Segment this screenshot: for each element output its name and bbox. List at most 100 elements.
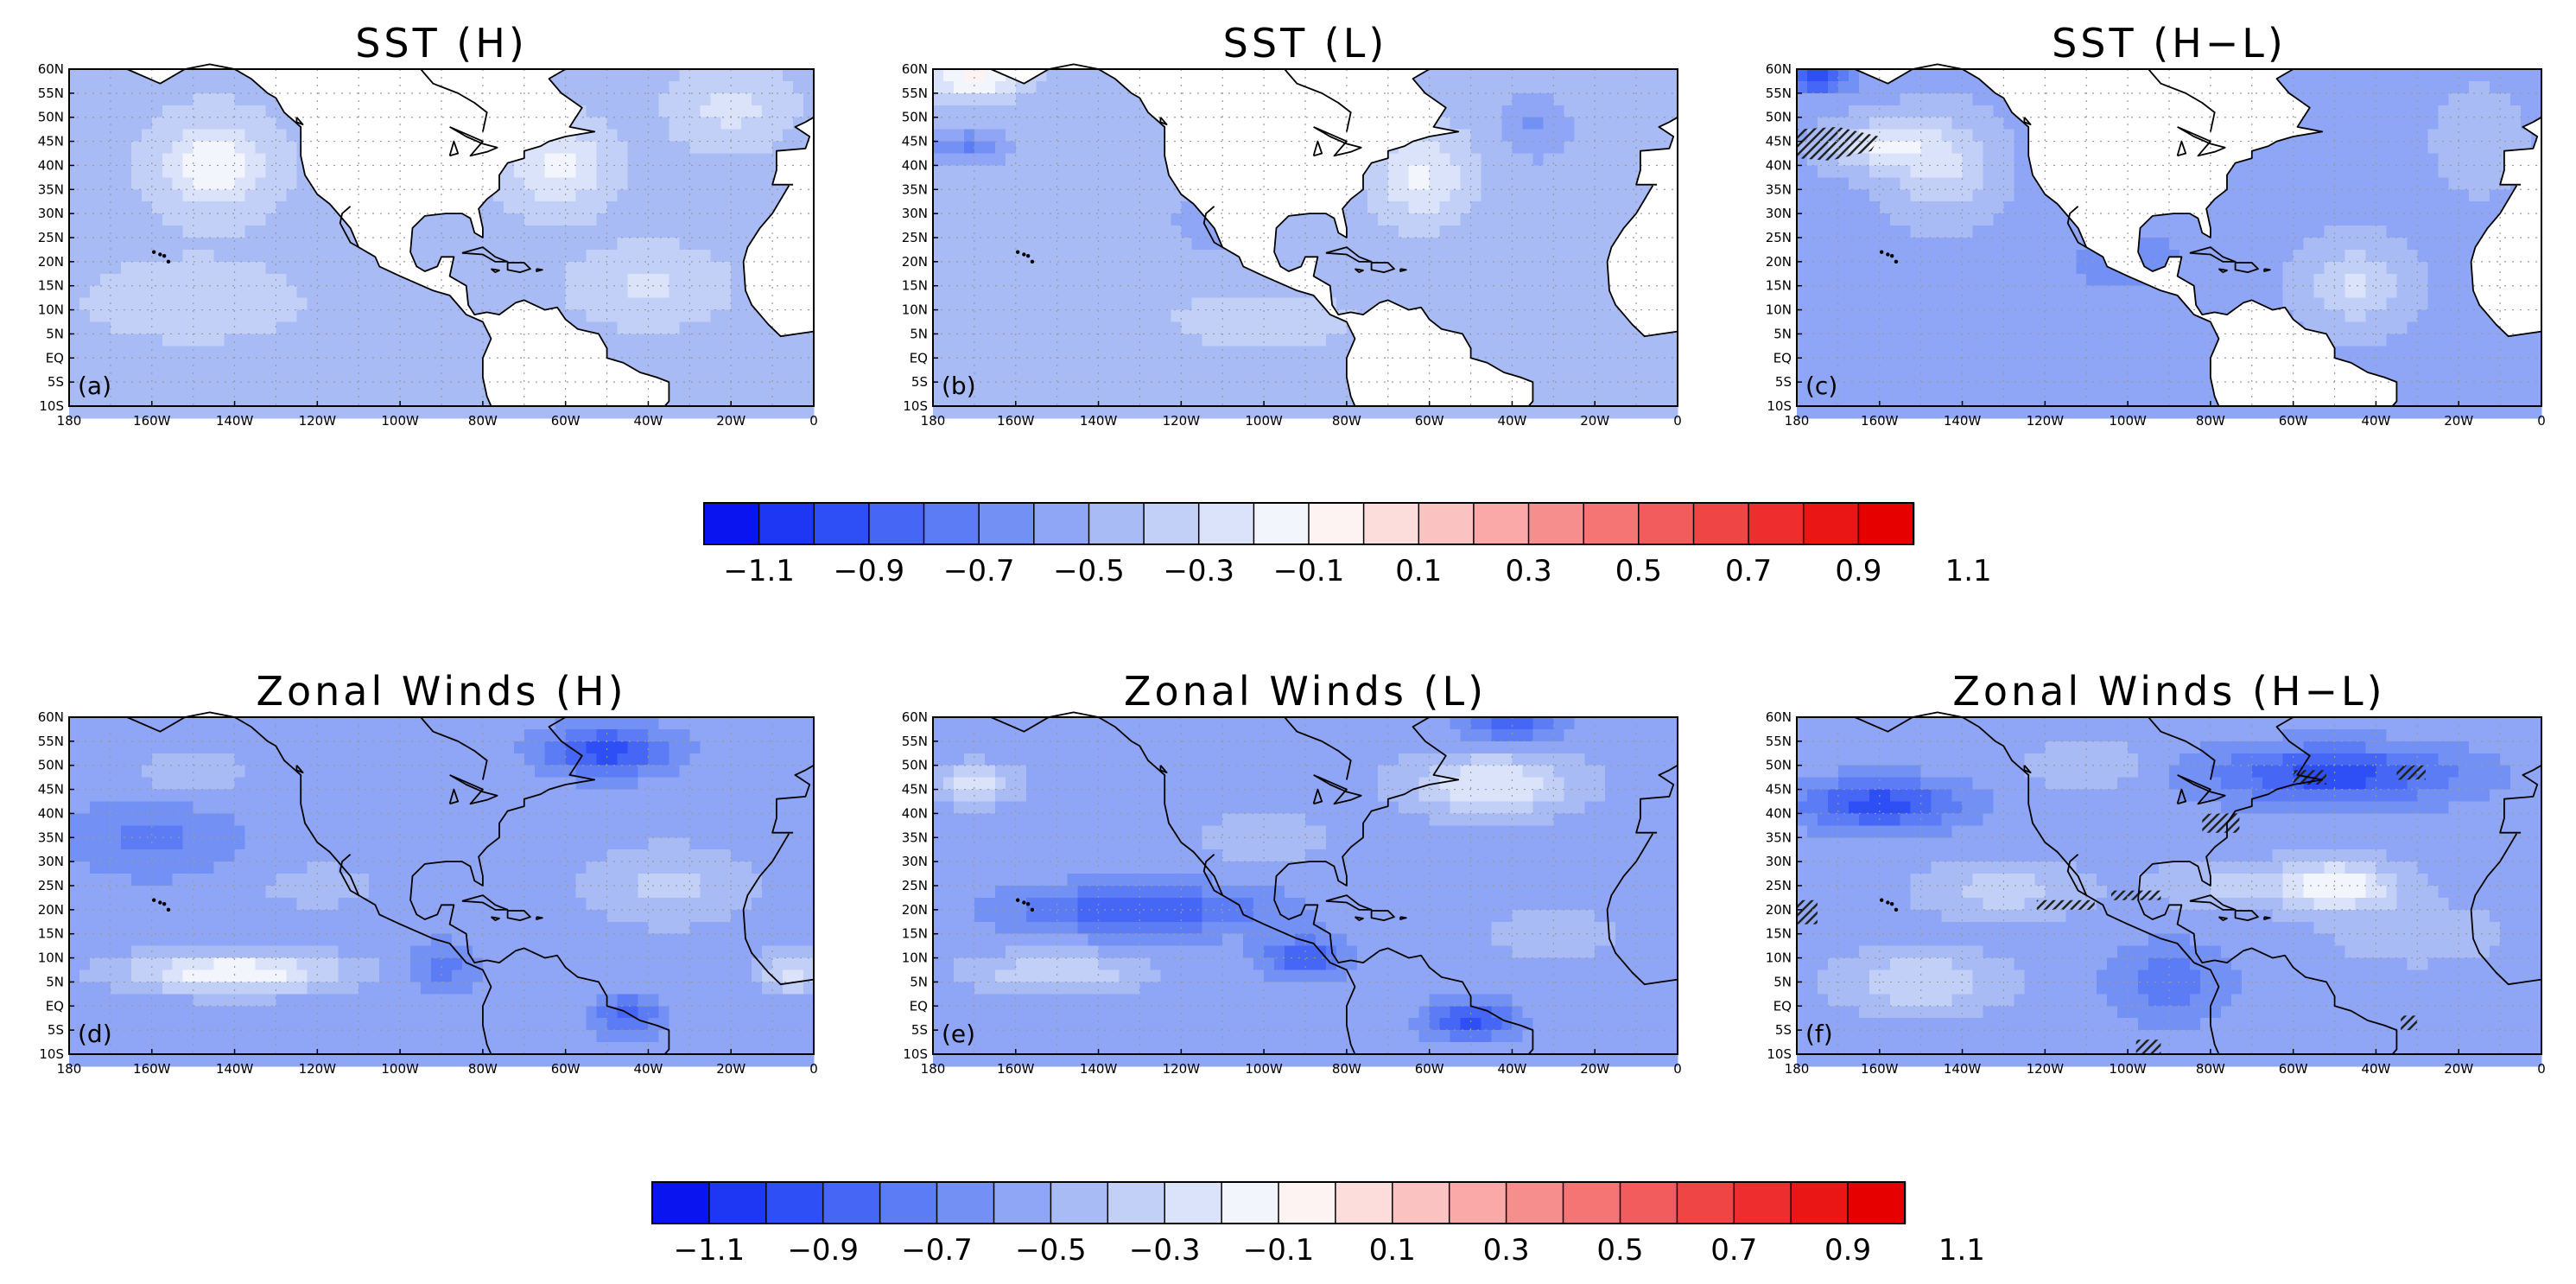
heatmap-cell bbox=[1564, 117, 1575, 130]
heatmap-cell bbox=[689, 309, 701, 323]
heatmap-cell bbox=[120, 321, 132, 334]
heatmap-cell bbox=[1098, 141, 1110, 155]
heatmap-cell bbox=[1305, 406, 1317, 419]
heatmap-cell bbox=[1595, 141, 1606, 155]
heatmap-cell bbox=[565, 141, 577, 155]
heatmap-cell bbox=[151, 141, 163, 155]
heatmap-cell bbox=[296, 358, 308, 371]
heatmap-cell bbox=[1005, 189, 1017, 202]
heatmap-cell bbox=[1470, 309, 1482, 323]
heatmap-cell bbox=[296, 406, 308, 419]
heatmap-cell bbox=[1005, 382, 1017, 395]
heatmap-cell bbox=[1574, 80, 1585, 94]
heatmap-cell bbox=[1316, 370, 1327, 383]
heatmap-cell bbox=[1543, 177, 1554, 190]
heatmap-cell bbox=[1584, 334, 1596, 346]
heatmap-cell bbox=[1501, 165, 1513, 178]
heatmap-cell bbox=[1470, 297, 1482, 311]
heatmap-cell bbox=[276, 406, 287, 419]
heatmap-cell bbox=[606, 105, 619, 118]
heatmap-cell bbox=[1657, 382, 1668, 395]
heatmap-cell bbox=[193, 358, 205, 371]
heatmap-cell bbox=[1077, 346, 1089, 359]
heatmap-cell bbox=[1295, 213, 1306, 226]
heatmap-cell bbox=[606, 213, 619, 226]
heatmap-cell bbox=[1564, 226, 1575, 238]
heatmap-cell bbox=[1460, 92, 1472, 106]
heatmap-cell bbox=[1564, 153, 1575, 166]
heatmap-cell bbox=[1129, 406, 1141, 419]
heatmap-cell bbox=[689, 285, 701, 299]
heatmap-cell bbox=[1564, 285, 1575, 299]
heatmap-cell bbox=[2407, 129, 2418, 143]
heatmap-cell bbox=[89, 177, 101, 190]
heatmap-cell bbox=[1222, 309, 1234, 323]
heatmap-cell bbox=[2365, 69, 2377, 82]
heatmap-cell bbox=[1036, 117, 1048, 130]
heatmap-cell bbox=[762, 129, 773, 143]
heatmap-cell bbox=[1098, 189, 1110, 202]
heatmap-cell bbox=[1657, 406, 1668, 419]
heatmap-cell bbox=[1605, 201, 1616, 214]
heatmap-cell bbox=[1191, 261, 1202, 275]
heatmap-cell bbox=[162, 358, 174, 371]
heatmap-cell bbox=[617, 309, 629, 323]
heatmap-cell bbox=[1564, 213, 1575, 226]
heatmap-cell bbox=[431, 249, 442, 263]
heatmap-cell bbox=[1501, 213, 1513, 226]
heatmap-cell bbox=[1036, 201, 1048, 214]
heatmap-cell bbox=[1191, 238, 1202, 251]
heatmap-cell bbox=[1046, 189, 1058, 202]
heatmap-cell bbox=[1553, 285, 1564, 299]
island bbox=[158, 252, 162, 257]
heatmap-cell bbox=[1295, 249, 1306, 263]
heatmap-cell bbox=[390, 382, 401, 395]
heatmap-cell bbox=[1295, 309, 1306, 323]
heatmap-cell bbox=[513, 189, 525, 202]
heatmap-cell bbox=[265, 189, 277, 202]
coastline bbox=[339, 206, 359, 248]
heatmap-cell bbox=[1088, 370, 1100, 383]
heatmap-cell bbox=[1181, 201, 1192, 214]
heatmap-cell bbox=[1129, 201, 1141, 214]
heatmap-cell bbox=[617, 69, 629, 82]
heatmap-cell bbox=[1036, 297, 1048, 311]
heatmap-cell bbox=[762, 80, 773, 94]
heatmap-cell bbox=[110, 69, 122, 82]
island bbox=[1025, 253, 1031, 258]
heatmap-cell bbox=[69, 334, 80, 346]
heatmap-cell bbox=[1900, 80, 1912, 94]
heatmap-cell bbox=[1481, 105, 1493, 118]
coastline bbox=[420, 68, 488, 132]
heatmap-cell bbox=[213, 297, 225, 311]
heatmap-cell bbox=[1584, 117, 1596, 130]
heatmap-cell bbox=[1418, 213, 1431, 226]
heatmap-cell bbox=[1191, 382, 1202, 395]
heatmap-cell bbox=[1025, 382, 1037, 395]
heatmap-cell bbox=[679, 201, 690, 214]
heatmap-cell bbox=[472, 285, 484, 299]
heatmap-cell bbox=[224, 105, 236, 118]
heatmap-cell bbox=[1797, 69, 1808, 82]
heatmap-cell bbox=[265, 177, 277, 190]
heatmap-cell bbox=[2396, 69, 2408, 82]
heatmap-cell bbox=[182, 189, 194, 202]
heatmap-cell bbox=[1129, 129, 1141, 143]
heatmap-cell bbox=[193, 189, 205, 202]
heatmap-cell bbox=[1088, 105, 1100, 118]
heatmap-cell bbox=[1564, 141, 1575, 155]
heatmap-cell bbox=[151, 334, 163, 346]
heatmap-cell bbox=[752, 92, 763, 106]
heatmap-cell bbox=[1171, 406, 1182, 419]
heatmap-cell bbox=[1212, 309, 1223, 323]
heatmap-cell bbox=[213, 105, 225, 118]
heatmap-cell bbox=[2334, 129, 2346, 143]
heatmap-cell bbox=[731, 346, 742, 359]
heatmap-cell bbox=[943, 177, 955, 190]
heatmap-cell bbox=[1646, 69, 1658, 82]
heatmap-cell bbox=[741, 189, 752, 202]
heatmap-cell bbox=[89, 249, 101, 263]
heatmap-cell bbox=[234, 177, 246, 190]
heatmap-cell bbox=[1667, 80, 1678, 94]
heatmap-cell bbox=[1501, 129, 1513, 143]
